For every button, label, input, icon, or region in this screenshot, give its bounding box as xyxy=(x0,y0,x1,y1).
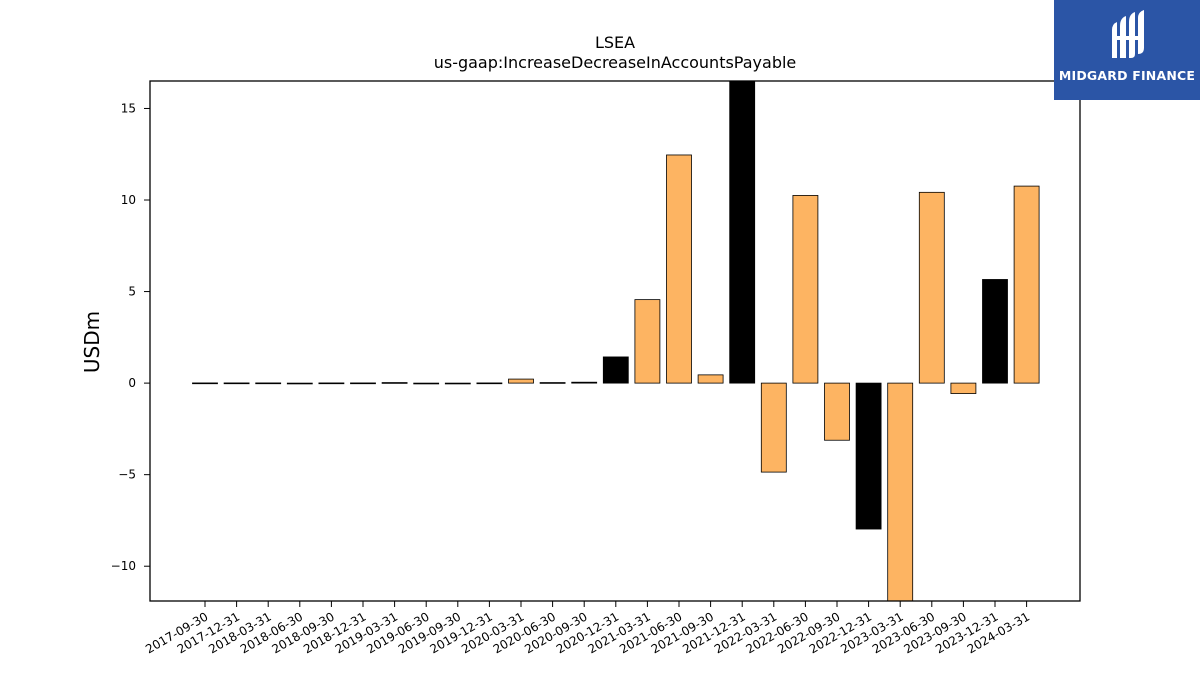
bar-2024-03-31 xyxy=(1013,185,1040,384)
bars-group xyxy=(192,80,1040,602)
bar-2023-03-31 xyxy=(887,382,914,602)
bar-2023-12-31 xyxy=(982,279,1008,384)
bar-2020-06-30 xyxy=(539,382,566,384)
x-axis: 2017-09-302017-12-312018-03-312018-06-30… xyxy=(143,601,1032,656)
plot-frame xyxy=(149,80,1081,602)
bar-2018-09-30 xyxy=(318,382,345,385)
bar-2017-09-30 xyxy=(192,382,218,385)
bar-2022-06-30 xyxy=(792,195,819,384)
midgard-logo-icon xyxy=(1112,10,1144,58)
chart-subtitle: us-gaap:IncreaseDecreaseInAccountsPayabl… xyxy=(434,53,797,72)
bar-2021-09-30 xyxy=(697,374,724,384)
y-tick-label: −10 xyxy=(111,559,136,573)
bar-2017-12-31 xyxy=(223,382,250,385)
y-tick-label: 0 xyxy=(128,376,136,390)
bar-2021-03-31 xyxy=(634,299,661,384)
y-axis: −10 −5 0 5 10 15 xyxy=(111,101,150,573)
bar-2019-12-31 xyxy=(476,382,503,385)
brand-logo: MIDGARD FINANCE xyxy=(1054,0,1200,100)
bar-2018-03-31 xyxy=(255,382,282,385)
y-axis-label: USDm xyxy=(80,311,104,373)
bar-2019-09-30 xyxy=(444,382,471,385)
bar-2023-06-30 xyxy=(918,191,945,384)
y-tick-label: 15 xyxy=(121,101,136,115)
bar-2019-03-31 xyxy=(381,382,408,384)
bar-2021-12-31 xyxy=(729,80,756,384)
bar-2020-09-30 xyxy=(571,381,598,384)
y-tick-label: −5 xyxy=(118,468,136,482)
bar-2022-09-30 xyxy=(824,382,850,441)
bar-2020-12-31 xyxy=(602,356,629,384)
bar-2019-06-30 xyxy=(413,382,440,385)
bar-2022-03-31 xyxy=(760,382,787,473)
bar-2023-09-30 xyxy=(950,382,977,394)
brand-name: MIDGARD FINANCE xyxy=(1058,68,1196,83)
bar-2020-03-31 xyxy=(508,378,534,384)
bar-2018-12-31 xyxy=(350,382,376,385)
bar-2022-12-31 xyxy=(855,382,882,530)
chart-title: LSEA xyxy=(595,33,635,52)
bar-2021-06-30 xyxy=(666,154,692,384)
y-tick-label: 10 xyxy=(121,193,136,207)
y-tick-label: 5 xyxy=(128,285,136,299)
bar-2018-06-30 xyxy=(286,382,313,385)
